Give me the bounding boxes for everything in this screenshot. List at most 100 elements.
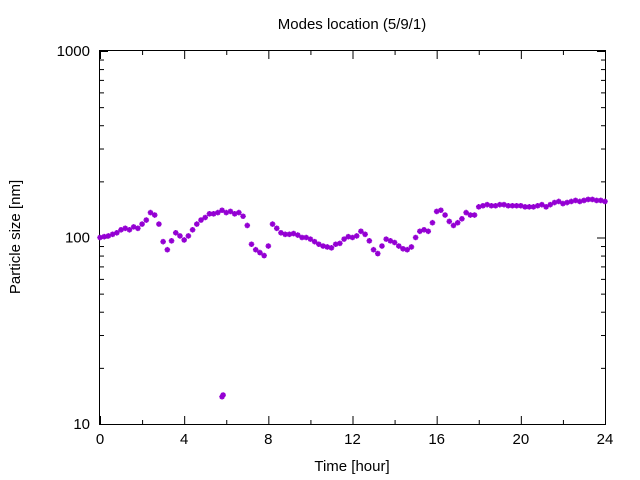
data-point	[551, 199, 558, 206]
data-point	[244, 222, 251, 229]
data-point	[450, 222, 457, 229]
data-point	[593, 197, 600, 204]
data-point	[172, 229, 179, 236]
data-point	[206, 210, 213, 217]
data-point	[294, 232, 301, 238]
y-tick-label: 100	[65, 230, 90, 247]
data-point	[282, 231, 288, 238]
data-point	[501, 201, 507, 208]
data-point	[168, 238, 175, 244]
data-point	[572, 197, 579, 204]
data-point	[433, 208, 440, 215]
data-point	[269, 221, 276, 227]
chart-title: Modes location (5/9/1)	[278, 16, 426, 33]
data-point	[118, 226, 124, 233]
data-point	[181, 237, 187, 243]
x-tick-label: 8	[264, 431, 272, 448]
data-point	[467, 212, 474, 218]
axis-ticks	[100, 51, 606, 425]
data-point	[122, 225, 129, 232]
data-point	[547, 201, 554, 208]
data-point	[101, 233, 108, 240]
data-point	[480, 202, 486, 209]
tick-labels: 0 4 8 12 16 20 24 10 100 1000	[57, 43, 614, 448]
data-point	[475, 204, 482, 210]
data-point	[337, 240, 343, 247]
data-point	[395, 243, 402, 249]
y-axis-label: Particle size [nm]	[7, 180, 24, 294]
data-point	[353, 233, 360, 239]
data-point	[139, 221, 145, 227]
data-point	[156, 221, 162, 227]
data-point	[193, 221, 200, 227]
data-point	[589, 196, 596, 203]
data-point	[220, 392, 226, 398]
data-point	[278, 229, 284, 236]
data-point	[425, 228, 432, 235]
data-point	[316, 241, 322, 248]
data-point	[219, 207, 225, 214]
data-point	[400, 245, 406, 252]
data-point	[202, 214, 209, 221]
data-point	[151, 212, 158, 218]
data-point	[164, 246, 171, 253]
data-point	[341, 236, 347, 242]
x-tick-label: 20	[512, 431, 529, 448]
data-point	[454, 219, 461, 226]
data-point	[391, 239, 398, 246]
data-point	[463, 209, 469, 216]
data-point	[252, 246, 259, 253]
data-point	[496, 201, 503, 208]
data-point	[597, 197, 604, 204]
data-point	[227, 208, 234, 215]
data-point	[404, 246, 411, 253]
data-point	[135, 225, 141, 232]
data-point	[438, 207, 444, 214]
data-point	[560, 200, 566, 207]
data-point	[530, 204, 537, 210]
data-point	[147, 209, 154, 216]
data-point	[345, 233, 352, 240]
data-point	[522, 204, 528, 210]
data-point	[109, 231, 116, 238]
y-tick-label: 10	[73, 416, 90, 433]
data-point	[585, 196, 591, 203]
data-point	[374, 250, 381, 257]
data-point	[429, 219, 436, 226]
data-point	[387, 238, 394, 244]
data-point	[349, 234, 356, 241]
data-point	[126, 226, 133, 233]
data-point	[105, 233, 112, 239]
data-point	[265, 243, 272, 249]
data-point	[568, 198, 575, 205]
data-point	[215, 209, 221, 216]
x-tick-label: 0	[96, 431, 104, 448]
data-point	[421, 226, 427, 233]
data-point	[484, 201, 490, 208]
data-point	[412, 234, 419, 241]
data-point	[303, 234, 310, 241]
data-point	[539, 201, 545, 208]
data-point	[257, 249, 263, 256]
x-tick-label: 24	[597, 431, 614, 448]
data-point	[555, 198, 562, 205]
data-point	[383, 236, 389, 242]
data-point	[513, 202, 520, 209]
data-point	[417, 228, 423, 235]
data-point	[526, 204, 533, 210]
y-tick-label: 1000	[57, 43, 90, 60]
data-point	[543, 204, 549, 210]
x-axis-label: Time [hour]	[314, 458, 389, 475]
data-points	[97, 196, 608, 400]
data-point	[160, 238, 166, 245]
data-point	[189, 226, 196, 233]
data-point	[261, 252, 267, 259]
data-point	[442, 212, 448, 218]
data-point	[370, 246, 377, 253]
data-point	[564, 199, 570, 206]
data-point	[223, 209, 230, 216]
data-point	[471, 212, 478, 218]
data-point	[299, 234, 305, 241]
data-point	[185, 233, 192, 239]
